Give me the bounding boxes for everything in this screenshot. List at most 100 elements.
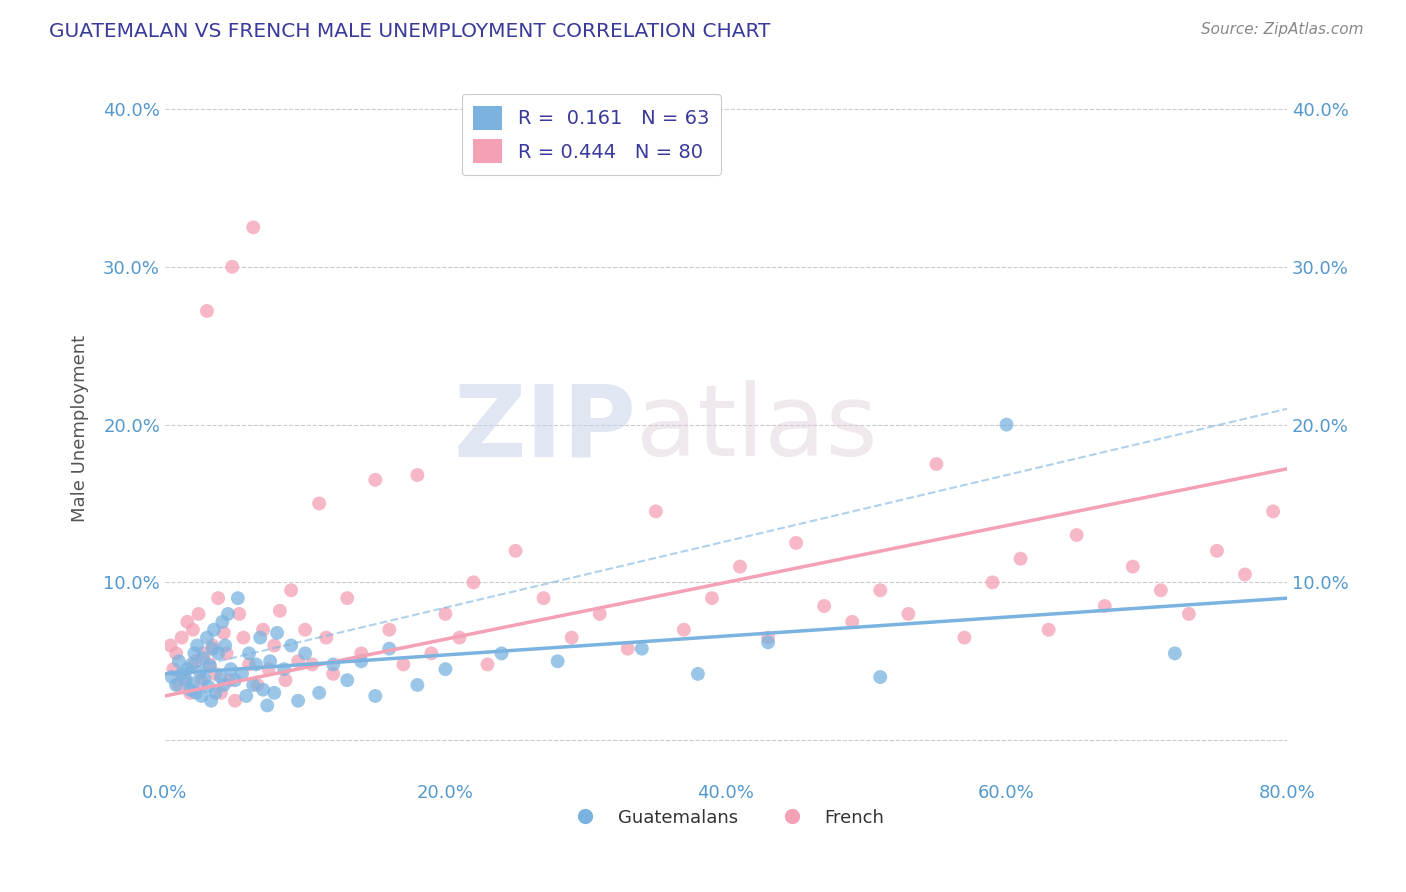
Point (173, 670, 195, 684)
Point (188, 665, 211, 680)
Point (238, 657, 260, 672)
Point (232, 631, 254, 645)
Point (221, 260, 243, 274)
Point (165, 646, 187, 660)
Point (219, 662, 242, 676)
Point (1094, 599, 1116, 613)
Point (180, 657, 202, 672)
Point (193, 646, 215, 660)
Point (252, 623, 274, 637)
Point (378, 623, 401, 637)
Point (280, 639, 302, 653)
Text: Source: ZipAtlas.com: Source: ZipAtlas.com (1201, 22, 1364, 37)
Point (1178, 607, 1201, 621)
Point (179, 686, 201, 700)
Point (252, 682, 274, 697)
Point (226, 591, 249, 606)
Point (533, 591, 555, 606)
Point (364, 473, 387, 487)
Point (191, 651, 214, 665)
Point (897, 607, 920, 621)
Point (235, 689, 257, 703)
Point (1066, 528, 1088, 542)
Point (672, 623, 695, 637)
Point (294, 646, 316, 660)
Point (198, 659, 221, 673)
Text: GUATEMALAN VS FRENCH MALE UNEMPLOYMENT CORRELATION CHART: GUATEMALAN VS FRENCH MALE UNEMPLOYMENT C… (49, 22, 770, 41)
Point (170, 666, 193, 681)
Point (301, 657, 323, 672)
Point (165, 678, 187, 692)
Point (308, 496, 330, 510)
Point (215, 646, 238, 660)
Point (160, 670, 183, 684)
Point (350, 654, 373, 668)
Point (179, 682, 201, 697)
Point (181, 676, 204, 690)
Point (392, 657, 415, 672)
Point (280, 583, 302, 598)
Point (434, 662, 457, 676)
Point (170, 631, 193, 645)
Point (238, 646, 260, 660)
Point (1122, 559, 1144, 574)
Legend: Guatemalans, French: Guatemalans, French (560, 801, 891, 834)
Point (207, 646, 229, 660)
Point (308, 686, 330, 700)
Point (204, 666, 226, 681)
Point (869, 583, 891, 598)
Point (434, 607, 457, 621)
Point (378, 641, 401, 656)
Point (212, 678, 235, 692)
Point (202, 623, 225, 637)
Point (644, 504, 666, 518)
Point (274, 673, 297, 688)
Point (491, 646, 513, 660)
Point (322, 657, 344, 672)
Point (925, 457, 948, 471)
Point (728, 559, 751, 574)
Point (167, 654, 190, 668)
Point (785, 536, 807, 550)
Point (336, 591, 359, 606)
Point (406, 468, 429, 483)
Point (259, 654, 281, 668)
Point (315, 631, 337, 645)
Point (1038, 623, 1060, 637)
Point (287, 694, 309, 708)
Point (224, 694, 246, 708)
Point (449, 631, 471, 645)
Point (245, 657, 267, 672)
Point (184, 686, 207, 700)
Point (198, 657, 221, 672)
Point (756, 635, 779, 649)
Point (193, 672, 215, 686)
Point (212, 625, 235, 640)
Point (617, 641, 640, 656)
Point (181, 623, 204, 637)
Point (214, 639, 236, 653)
Point (176, 662, 198, 676)
Point (1206, 544, 1229, 558)
Point (350, 646, 373, 660)
Point (231, 666, 253, 681)
Point (197, 680, 219, 694)
Point (242, 678, 264, 692)
Point (269, 604, 291, 618)
Point (266, 625, 288, 640)
Point (1261, 504, 1284, 518)
Point (841, 615, 863, 629)
Y-axis label: Male Unemployment: Male Unemployment (72, 335, 89, 522)
Point (201, 641, 224, 656)
Point (547, 654, 569, 668)
Point (190, 689, 212, 703)
Point (211, 615, 233, 629)
Point (420, 646, 443, 660)
Point (183, 646, 205, 660)
Point (981, 575, 1004, 590)
Point (813, 599, 835, 613)
Point (167, 678, 190, 692)
Point (184, 654, 207, 668)
Point (176, 615, 198, 629)
Point (249, 631, 271, 645)
